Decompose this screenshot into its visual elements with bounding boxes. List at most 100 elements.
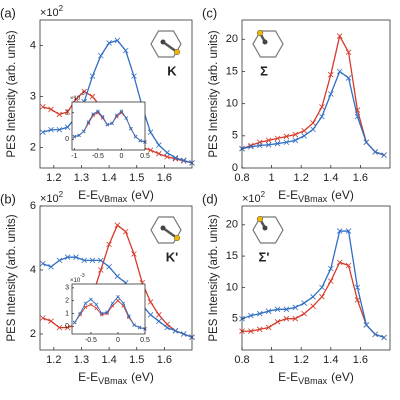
- x-tick-label: 0.5: [140, 337, 150, 344]
- data-marker: [265, 137, 272, 144]
- data-marker: [147, 147, 154, 153]
- y-scale-base: ×10: [70, 278, 81, 284]
- panel-label: (a): [0, 5, 16, 20]
- data-marker: [354, 284, 361, 291]
- hexagon: [150, 216, 182, 244]
- y-tick-label: 20: [226, 33, 238, 45]
- y-scale: ×102: [242, 190, 266, 205]
- axes-frame: [39, 205, 193, 351]
- data-marker: [110, 121, 114, 126]
- data-marker: [94, 302, 99, 307]
- data-marker: [256, 310, 263, 317]
- y-tick-label: 15: [226, 65, 238, 77]
- data-marker: [64, 109, 71, 115]
- data-marker: [110, 301, 115, 306]
- data-marker: [256, 142, 263, 149]
- data-marker: [336, 259, 343, 266]
- data-marker: [106, 241, 112, 248]
- data-marker: [301, 133, 307, 139]
- data-marker: [147, 312, 154, 318]
- data-marker: [292, 304, 299, 311]
- x-tick-label: 1.6: [157, 354, 172, 366]
- y-tick-label: 1: [65, 110, 69, 117]
- data-marker: [96, 109, 100, 114]
- x-tick-label: 1.5: [129, 172, 144, 184]
- data-marker: [354, 297, 361, 303]
- data-marker: [292, 131, 299, 138]
- x-label-sub: VBmax: [98, 194, 128, 204]
- y-tick-label: 3: [65, 285, 69, 292]
- axes-frame: [39, 19, 193, 169]
- data-marker: [86, 120, 91, 124]
- data-marker: [310, 120, 316, 126]
- data-marker: [122, 228, 129, 235]
- x-label-main: E-E: [278, 370, 298, 384]
- k-point: [256, 29, 264, 37]
- data-marker: [265, 142, 272, 148]
- y-scale-exp: -3: [80, 273, 85, 279]
- data-marker: [100, 114, 105, 119]
- data-marker: [372, 331, 378, 338]
- data-marker: [274, 135, 281, 142]
- data-marker: [39, 129, 46, 136]
- data-marker: [156, 142, 162, 148]
- hexagon: [252, 216, 284, 244]
- point-annotation: K: [167, 63, 177, 78]
- data-marker: [156, 150, 162, 157]
- data-marker: [89, 302, 93, 307]
- icon-bg: [249, 26, 287, 62]
- y-tick-label: 0: [65, 323, 69, 330]
- data-marker: [89, 257, 96, 264]
- data-marker: [345, 75, 352, 81]
- data-marker: [248, 328, 254, 334]
- y-tick-label: 3: [30, 90, 36, 102]
- bz-icon: [147, 212, 185, 248]
- data-marker: [156, 318, 162, 324]
- data-marker: [94, 306, 99, 311]
- data-marker: [48, 126, 54, 133]
- data-marker: [121, 301, 126, 306]
- x-tick-label: 1.4: [323, 172, 338, 184]
- data-marker: [147, 129, 154, 136]
- data-marker: [39, 315, 46, 321]
- data-marker: [248, 143, 254, 150]
- data-marker: [72, 320, 77, 325]
- data-marker: [274, 140, 281, 147]
- data-marker: [372, 149, 378, 155]
- x-label-main: E-E: [78, 188, 98, 202]
- data-marker: [89, 297, 93, 302]
- data-marker: [122, 47, 129, 54]
- data-marker: [106, 264, 112, 270]
- data-marker: [116, 295, 120, 299]
- y-tick-label: 10: [226, 281, 238, 293]
- data-marker: [328, 278, 334, 284]
- data-marker: [56, 324, 63, 331]
- data-marker: [310, 294, 316, 300]
- point-annotation: Σ': [259, 249, 270, 264]
- y-tick-label: 2: [30, 328, 36, 340]
- data-marker: [265, 324, 272, 331]
- y-tick-label: 6: [30, 200, 36, 212]
- axes-frame: [241, 19, 391, 169]
- y-scale-exp: -3: [80, 91, 85, 97]
- panel-label: (b): [0, 191, 16, 206]
- data-marker: [98, 52, 104, 59]
- data-marker: [116, 298, 120, 303]
- data-marker: [89, 73, 96, 79]
- data-marker: [381, 334, 387, 341]
- k-point: [173, 48, 181, 56]
- data-marker: [172, 155, 179, 161]
- data-marker: [72, 134, 77, 139]
- data-marker: [114, 37, 121, 44]
- data-marker: [64, 124, 71, 130]
- data-marker: [98, 267, 104, 273]
- data-marker: [89, 93, 96, 100]
- data-marker: [172, 328, 179, 334]
- data-marker: [256, 326, 263, 333]
- y-tick-label: 10: [226, 98, 238, 110]
- y-tick-label: 5: [232, 313, 238, 325]
- fit-line: [74, 110, 146, 143]
- x-label-main: E-E: [278, 188, 298, 202]
- y-axis-label: PES Intensity (arb. units): [6, 214, 18, 341]
- data-marker: [336, 33, 343, 39]
